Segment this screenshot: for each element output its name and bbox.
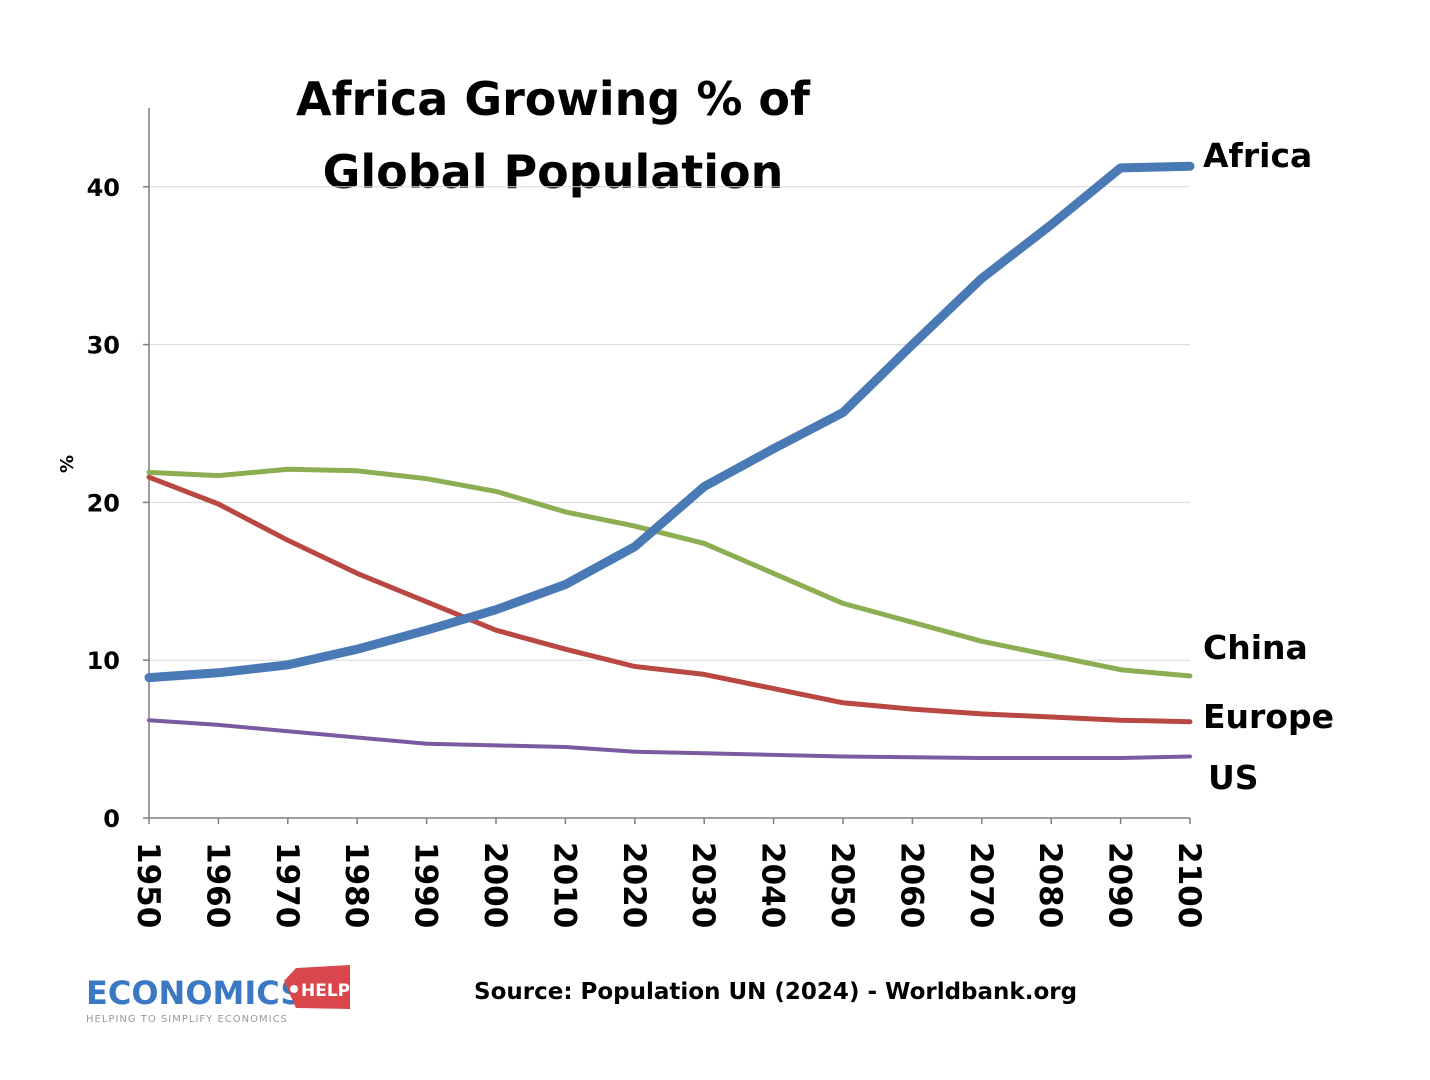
- series-labels: Africa China Europe US: [1203, 136, 1334, 797]
- x-tick-label-1980: 1980: [338, 842, 374, 928]
- x-tick-label-2000: 2000: [477, 842, 513, 928]
- series-line-china: [146, 466, 1193, 679]
- x-tick-label-2030: 2030: [685, 842, 721, 928]
- series-line-europe: [146, 474, 1193, 725]
- y-axis-label: %: [57, 455, 78, 473]
- x-tick-label-1970: 1970: [269, 842, 305, 928]
- y-tick-label-10: 10: [87, 647, 120, 675]
- x-tick-label-1990: 1990: [408, 842, 444, 928]
- series-label-africa: Africa: [1203, 136, 1312, 175]
- chart-title-line-2: Global Population: [323, 145, 784, 199]
- y-tick-label-30: 30: [87, 332, 120, 360]
- x-tick-label-2060: 2060: [893, 842, 929, 928]
- series-label-us: US: [1208, 758, 1259, 797]
- gridlines: [149, 186, 1190, 661]
- x-tick-label-2040: 2040: [755, 842, 791, 928]
- logo-badge-label: HELP: [301, 981, 350, 1001]
- x-tick-labels: 1950 1960 1970 1980 1990 2000 2010 2020 2030 2040…: [130, 842, 1207, 928]
- chart-title-line-1: Africa Growing % of: [296, 72, 811, 126]
- y-tick-label-0: 0: [103, 805, 120, 833]
- axes: [143, 108, 1191, 824]
- series-lines: [144, 161, 1195, 760]
- y-tick-label-40: 40: [87, 174, 120, 202]
- logo-tag-badge: [284, 965, 350, 1009]
- x-tick-label-1950: 1950: [130, 842, 166, 928]
- x-tick-label-2020: 2020: [616, 842, 652, 928]
- logo-tag-hole: [290, 985, 298, 993]
- x-tick-label-2090: 2090: [1102, 842, 1138, 928]
- series-label-europe: Europe: [1203, 697, 1334, 736]
- x-tick-label-2080: 2080: [1032, 842, 1068, 928]
- y-tick-labels: 0 10 20 30 40: [87, 174, 120, 833]
- x-tick-label-2010: 2010: [546, 842, 582, 928]
- x-tick-label-2050: 2050: [824, 842, 860, 928]
- x-tick-label-2070: 2070: [963, 842, 999, 928]
- y-tick-label-20: 20: [87, 489, 120, 517]
- series-line-us: [147, 718, 1192, 760]
- logo-tagline: HELPING TO SIMPLIFY ECONOMICS: [86, 1014, 288, 1025]
- logo-wordmark: ECONOMICS: [86, 974, 303, 1012]
- series-line-africa: [144, 161, 1195, 683]
- x-tick-label-2100: 2100: [1171, 842, 1207, 928]
- economics-help-logo: ECONOMICS HELP HELPING TO SIMPLIFY ECONO…: [86, 965, 350, 1025]
- series-label-china: China: [1203, 628, 1308, 667]
- x-tick-label-1960: 1960: [199, 842, 235, 928]
- source-note: Source: Population UN (2024) - Worldbank…: [474, 979, 1077, 1005]
